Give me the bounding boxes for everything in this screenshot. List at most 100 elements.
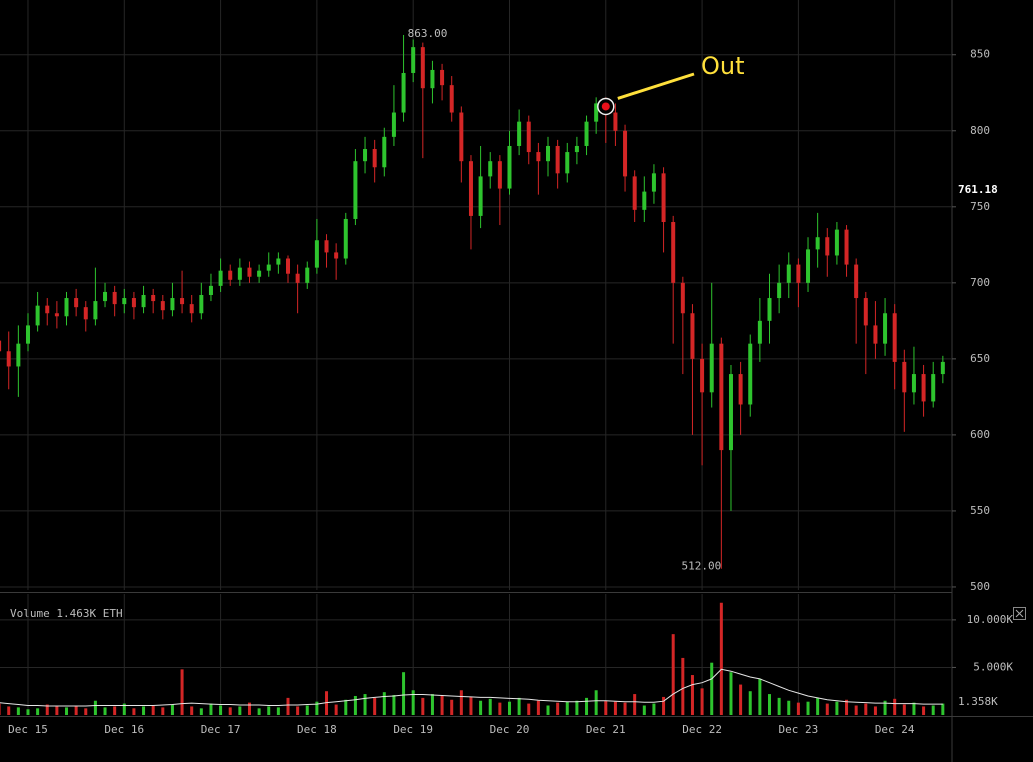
volume-bar bbox=[556, 702, 560, 715]
x-tick-label: Dec 20 bbox=[490, 723, 530, 736]
candle-body bbox=[372, 149, 377, 168]
volume-bar bbox=[93, 700, 97, 715]
candle-body bbox=[661, 173, 666, 223]
volume-bar bbox=[296, 706, 300, 715]
candle-body bbox=[507, 145, 512, 189]
volume-bar bbox=[430, 694, 434, 715]
volume-bar bbox=[575, 700, 579, 715]
volume-bar bbox=[26, 709, 30, 715]
volume-bar bbox=[527, 703, 531, 715]
volume-bar bbox=[565, 701, 569, 715]
volume-bar bbox=[74, 705, 78, 715]
volume-bar bbox=[507, 701, 511, 715]
volume-bar bbox=[411, 690, 415, 715]
low-label: 512.00 bbox=[681, 560, 721, 573]
volume-bar bbox=[690, 675, 694, 715]
volume-bar bbox=[305, 705, 309, 715]
last-price-label: 761.18 bbox=[958, 183, 998, 196]
volume-bar bbox=[199, 708, 203, 715]
candle-body bbox=[151, 295, 156, 302]
candle-body bbox=[324, 240, 329, 253]
y-tick-label: 700 bbox=[970, 276, 990, 289]
last-volume-label: 1.358K bbox=[958, 695, 998, 708]
candle-body bbox=[536, 152, 541, 162]
candle-body bbox=[295, 273, 300, 283]
candle-body bbox=[883, 313, 888, 344]
volume-bar bbox=[787, 700, 791, 715]
volume-bar bbox=[450, 699, 454, 715]
candle-body bbox=[546, 145, 551, 162]
candle-body bbox=[16, 343, 21, 367]
candle-body bbox=[863, 298, 868, 326]
x-tick-label: Dec 18 bbox=[297, 723, 337, 736]
candle-body bbox=[103, 291, 108, 302]
volume-bar bbox=[825, 703, 829, 715]
volume-bar bbox=[594, 690, 598, 715]
candle-body bbox=[64, 298, 69, 317]
volume-bar bbox=[325, 691, 329, 715]
volume-average-line bbox=[0, 668, 943, 707]
candle-body bbox=[873, 325, 878, 344]
candle-body bbox=[276, 258, 281, 265]
candle-body bbox=[594, 103, 599, 122]
candle-body bbox=[401, 72, 406, 113]
candle-body bbox=[700, 358, 705, 393]
volume-bar bbox=[931, 705, 935, 715]
volume-bar bbox=[864, 703, 868, 715]
candle-body bbox=[237, 267, 242, 280]
volume-bar bbox=[7, 706, 11, 715]
volume-bar bbox=[209, 703, 213, 715]
candle-body bbox=[468, 161, 473, 216]
volume-bar bbox=[517, 697, 521, 715]
volume-bar bbox=[334, 704, 338, 715]
volume-bar bbox=[84, 708, 88, 715]
y-tick-label: 500 bbox=[970, 580, 990, 593]
candle-body bbox=[892, 313, 897, 362]
volume-bar bbox=[623, 702, 627, 715]
y-tick-label: 600 bbox=[970, 428, 990, 441]
close-button[interactable] bbox=[1013, 607, 1026, 620]
candle-body bbox=[430, 69, 435, 89]
candle-body bbox=[305, 267, 310, 283]
y-tick-label: 650 bbox=[970, 352, 990, 365]
x-tick-label: Dec 22 bbox=[682, 723, 722, 736]
volume-bar bbox=[758, 678, 762, 715]
volume-bar bbox=[65, 707, 69, 715]
candle-body bbox=[45, 305, 50, 314]
candle-body bbox=[218, 270, 223, 286]
candle-body bbox=[382, 136, 387, 168]
x-tick-label: Dec 17 bbox=[201, 723, 241, 736]
candle-body bbox=[825, 237, 830, 256]
candle-body bbox=[74, 298, 79, 308]
volume-bar bbox=[103, 707, 107, 715]
candle-body bbox=[93, 301, 98, 320]
volume-bar bbox=[247, 702, 251, 715]
volume-bar bbox=[113, 706, 117, 715]
candle-body bbox=[767, 298, 772, 321]
volume-bar bbox=[190, 706, 194, 715]
candle-body bbox=[411, 47, 416, 73]
candle-body bbox=[940, 361, 945, 375]
volume-bar bbox=[748, 691, 752, 715]
annotation-line bbox=[617, 72, 695, 100]
volume-bar bbox=[845, 699, 849, 715]
x-tick-label: Dec 24 bbox=[875, 723, 915, 736]
candle-body bbox=[54, 313, 59, 317]
candle-body bbox=[728, 374, 733, 451]
annotation-dot bbox=[601, 102, 610, 111]
volume-bar bbox=[440, 695, 444, 715]
volume-bar bbox=[228, 707, 232, 715]
volume-bar bbox=[893, 698, 897, 715]
candle-body bbox=[334, 252, 339, 259]
volume-bar bbox=[238, 706, 242, 715]
volume-bar bbox=[257, 708, 261, 715]
candle-body bbox=[796, 264, 801, 283]
volume-bar bbox=[344, 699, 348, 715]
candle-body bbox=[6, 351, 11, 367]
volume-bar bbox=[55, 706, 59, 715]
candle-body bbox=[25, 325, 30, 344]
candle-body bbox=[738, 374, 743, 405]
volume-bar bbox=[286, 697, 290, 715]
volume-bar bbox=[719, 602, 723, 715]
